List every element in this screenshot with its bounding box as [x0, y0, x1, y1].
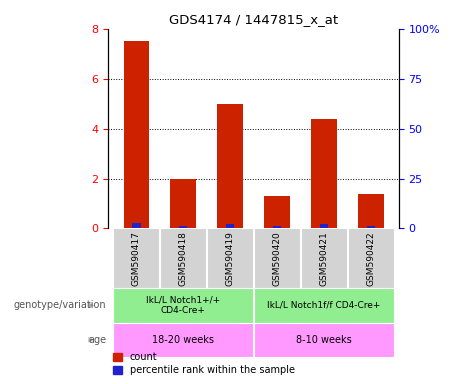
- Bar: [358, 194, 384, 228]
- Text: GSM590417: GSM590417: [132, 231, 141, 286]
- Text: IkL/L Notch1f/f CD4-Cre+: IkL/L Notch1f/f CD4-Cre+: [267, 301, 380, 310]
- Bar: [113, 323, 253, 357]
- Bar: [254, 228, 300, 288]
- Bar: [254, 323, 394, 357]
- Bar: [217, 104, 243, 228]
- Title: GDS4174 / 1447815_x_at: GDS4174 / 1447815_x_at: [169, 13, 338, 26]
- Bar: [113, 228, 160, 288]
- Text: GSM590422: GSM590422: [366, 231, 375, 286]
- Bar: [301, 228, 347, 288]
- Bar: [264, 196, 290, 228]
- Text: GSM590420: GSM590420: [272, 231, 282, 286]
- Bar: [226, 224, 234, 228]
- Bar: [207, 228, 253, 288]
- Text: 18-20 weeks: 18-20 weeks: [152, 335, 214, 345]
- Text: GSM590421: GSM590421: [319, 231, 328, 286]
- Text: 8-10 weeks: 8-10 weeks: [296, 335, 352, 345]
- Bar: [273, 226, 281, 228]
- Text: GSM590419: GSM590419: [225, 231, 235, 286]
- Bar: [132, 223, 141, 228]
- Bar: [179, 226, 188, 228]
- Legend: count, percentile rank within the sample: count, percentile rank within the sample: [113, 353, 295, 375]
- Text: genotype/variation: genotype/variation: [13, 300, 106, 310]
- Bar: [311, 119, 337, 228]
- Bar: [254, 288, 394, 323]
- Bar: [348, 228, 394, 288]
- Bar: [160, 228, 206, 288]
- Text: GSM590418: GSM590418: [179, 231, 188, 286]
- Bar: [171, 179, 196, 228]
- Bar: [124, 41, 149, 228]
- Bar: [319, 224, 328, 228]
- Text: age: age: [88, 335, 106, 345]
- Text: IkL/L Notch1+/+
CD4-Cre+: IkL/L Notch1+/+ CD4-Cre+: [146, 296, 220, 315]
- Bar: [366, 226, 375, 228]
- Bar: [113, 288, 253, 323]
